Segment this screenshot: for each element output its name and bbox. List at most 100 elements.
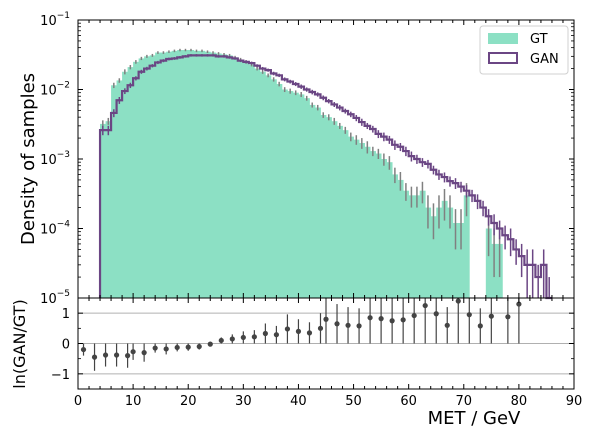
top-y-tick-label: 10−4 — [40, 220, 70, 238]
gt-bar — [237, 59, 244, 298]
gt-bar — [116, 80, 123, 298]
ratio-point — [218, 337, 224, 344]
gt-bar — [127, 67, 134, 298]
top-y-ticks: 10−5 10−4 10−3 10−2 10−1 — [40, 11, 574, 307]
ratio-point — [102, 352, 109, 358]
legend: GT GAN — [479, 25, 569, 75]
ratio-point — [422, 302, 428, 309]
gt-bar — [182, 50, 189, 299]
gt-bar — [133, 61, 140, 299]
gt-bar — [122, 71, 128, 298]
ratio-point — [196, 343, 202, 350]
gt-bar — [458, 223, 465, 298]
top-y-tick-label: 10−3 — [40, 150, 70, 168]
gt-bar — [259, 71, 266, 298]
gt-bar — [204, 51, 211, 298]
x-tick-label: 80 — [511, 394, 528, 409]
gt-bar — [281, 89, 288, 298]
ratio-point — [185, 344, 191, 350]
gt-bar — [326, 117, 332, 298]
gt-bar — [463, 195, 470, 298]
gt-bar — [331, 121, 338, 298]
bottom-panel: 10−1 0 10 20 30 40 50 60 70 80 90 ln(GAN/GT) MET … — [10, 297, 582, 429]
x-tick-label: 10 — [125, 394, 142, 409]
ratio-point — [345, 322, 351, 328]
gt-bar — [287, 91, 294, 298]
ratio-point — [488, 313, 494, 319]
bottom-y-tick-label: −1 — [51, 368, 70, 383]
gt-bar — [138, 58, 145, 298]
gt-bar — [177, 50, 184, 299]
gt-bar — [221, 54, 228, 298]
gt-bar — [248, 64, 255, 298]
ratio-point — [516, 301, 522, 307]
ratio-point — [334, 321, 340, 327]
gt-bar — [303, 98, 310, 299]
gt-bar — [386, 162, 393, 298]
x-tick-label: 90 — [566, 394, 583, 409]
x-tick-label: 30 — [235, 394, 252, 409]
ratio-point — [174, 344, 180, 351]
bottom-x-ticks: 0 10 20 30 40 50 60 70 80 90 — [74, 298, 582, 409]
gt-bar — [243, 61, 250, 299]
gt-bar — [370, 151, 376, 298]
ratio-point — [284, 326, 291, 332]
ratio-point — [125, 353, 131, 359]
gt-bar — [226, 55, 233, 298]
gt-bar — [430, 216, 437, 298]
x-tick-label: 0 — [74, 394, 82, 409]
top-panel: 10−510−410−310−210−1 Density of samples … — [18, 11, 575, 307]
gt-bar — [215, 53, 222, 299]
bottom-y-ticks: 1 0 −1 — [51, 297, 574, 390]
gt-bar — [353, 139, 360, 298]
gt-bar — [337, 125, 343, 298]
top-y-tick-label: 10−2 — [40, 81, 70, 99]
gt-bar — [342, 130, 349, 298]
ratio-point — [378, 316, 384, 322]
bottom-y-axis-label: ln(GAN/GT) — [10, 299, 29, 388]
top-y-axis-label: Density of samples — [18, 73, 39, 245]
legend-gt-label: GT — [530, 32, 548, 47]
gan-step-line — [98, 54, 552, 300]
ratio-point — [240, 334, 246, 341]
gt-bar — [111, 85, 117, 298]
x-tick-label: 20 — [180, 394, 197, 409]
gt-bar — [193, 50, 200, 299]
ratio-point — [356, 323, 362, 329]
gt-bar — [105, 121, 112, 298]
gt-bar — [265, 75, 272, 298]
gt-bar — [452, 223, 459, 298]
gt-bar — [441, 200, 448, 298]
gt-bar — [375, 153, 382, 298]
gt-bar — [144, 56, 151, 299]
legend-gan-swatch — [488, 52, 518, 64]
gt-bar — [381, 159, 388, 298]
gt-bar — [436, 207, 443, 298]
gt-bar — [232, 57, 239, 298]
gt-bar — [485, 228, 492, 298]
top-plot-area — [98, 48, 552, 300]
gt-bar — [392, 174, 399, 298]
ratio-point — [207, 341, 213, 347]
gt-bar — [309, 104, 316, 298]
gt-bar — [166, 51, 173, 298]
gt-bar — [425, 207, 432, 298]
ratio-point — [505, 314, 511, 320]
ratio-point — [91, 354, 98, 360]
legend-gan-label: GAN — [530, 52, 559, 67]
ratio-point — [400, 317, 406, 323]
ratio-point — [251, 334, 257, 340]
ratio-point — [389, 318, 395, 324]
ratio-point — [444, 322, 450, 328]
ratio-point — [130, 349, 136, 355]
ratio-point — [411, 312, 417, 319]
bottom-plot-area — [78, 298, 574, 375]
ratio-point — [466, 312, 472, 318]
ratio-point — [113, 352, 120, 358]
gt-bar — [100, 123, 106, 298]
bottom-y-tick-label: 0 — [62, 338, 70, 353]
gt-bar — [210, 52, 217, 299]
gt-bar — [364, 146, 371, 298]
gt-bar — [348, 136, 354, 298]
gt-bar — [419, 190, 426, 298]
